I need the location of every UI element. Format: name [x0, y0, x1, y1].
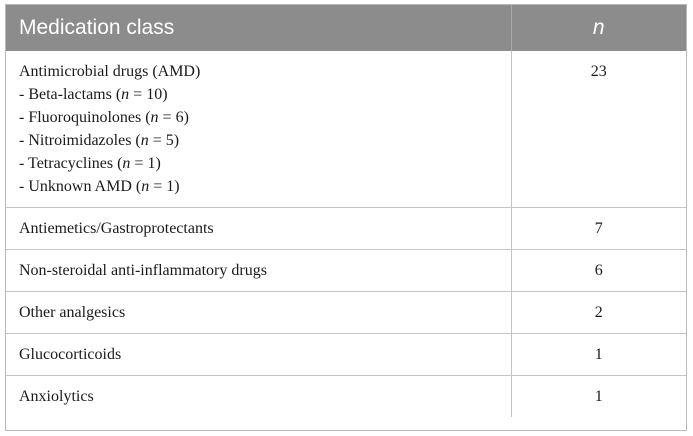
amd-subitem: - Nitroimidazoles (n = 5) [19, 132, 180, 149]
table-row: Antiemetics/Gastroprotectants 7 [6, 207, 686, 250]
table-row: Glucocorticoids 1 [6, 333, 686, 376]
amd-subitem: - Beta-lactams (n = 10) [19, 86, 168, 103]
table-row-amd: Antimicrobial drugs (AMD) - Beta-lactams… [6, 51, 686, 208]
amd-subitem: - Unknown AMD (n = 1) [19, 178, 180, 195]
row-value: 2 [510, 291, 686, 334]
row-value: 7 [510, 207, 686, 250]
row-label: Non-steroidal anti-inflammatory drugs [6, 249, 511, 292]
table-row: Anxiolytics 1 [6, 375, 686, 417]
header-medication-class: Medication class [6, 5, 511, 51]
row-label: Glucocorticoids [6, 333, 511, 376]
table-row: Non-steroidal anti-inflammatory drugs 6 [6, 249, 686, 292]
row-label: Anxiolytics [6, 375, 511, 417]
header-n: n [510, 5, 686, 51]
medication-table-container: Medication class n Antimicrobial drugs (… [5, 4, 687, 431]
row-label: Other analgesics [6, 291, 511, 334]
amd-label: Antimicrobial drugs (AMD) [19, 63, 201, 80]
row-label: Antiemetics/Gastroprotectants [6, 207, 511, 250]
row-value: 6 [510, 249, 686, 292]
medication-table: Medication class n Antimicrobial drugs (… [6, 5, 686, 417]
header-row: Medication class n [6, 5, 686, 51]
amd-subitem: - Tetracyclines (n = 1) [19, 155, 161, 172]
amd-cell: Antimicrobial drugs (AMD) - Beta-lactams… [6, 51, 511, 208]
amd-value: 23 [510, 51, 686, 208]
row-value: 1 [510, 333, 686, 376]
row-value: 1 [510, 375, 686, 417]
amd-subitem: - Fluoroquinolones (n = 6) [19, 109, 189, 126]
table-row: Other analgesics 2 [6, 291, 686, 334]
